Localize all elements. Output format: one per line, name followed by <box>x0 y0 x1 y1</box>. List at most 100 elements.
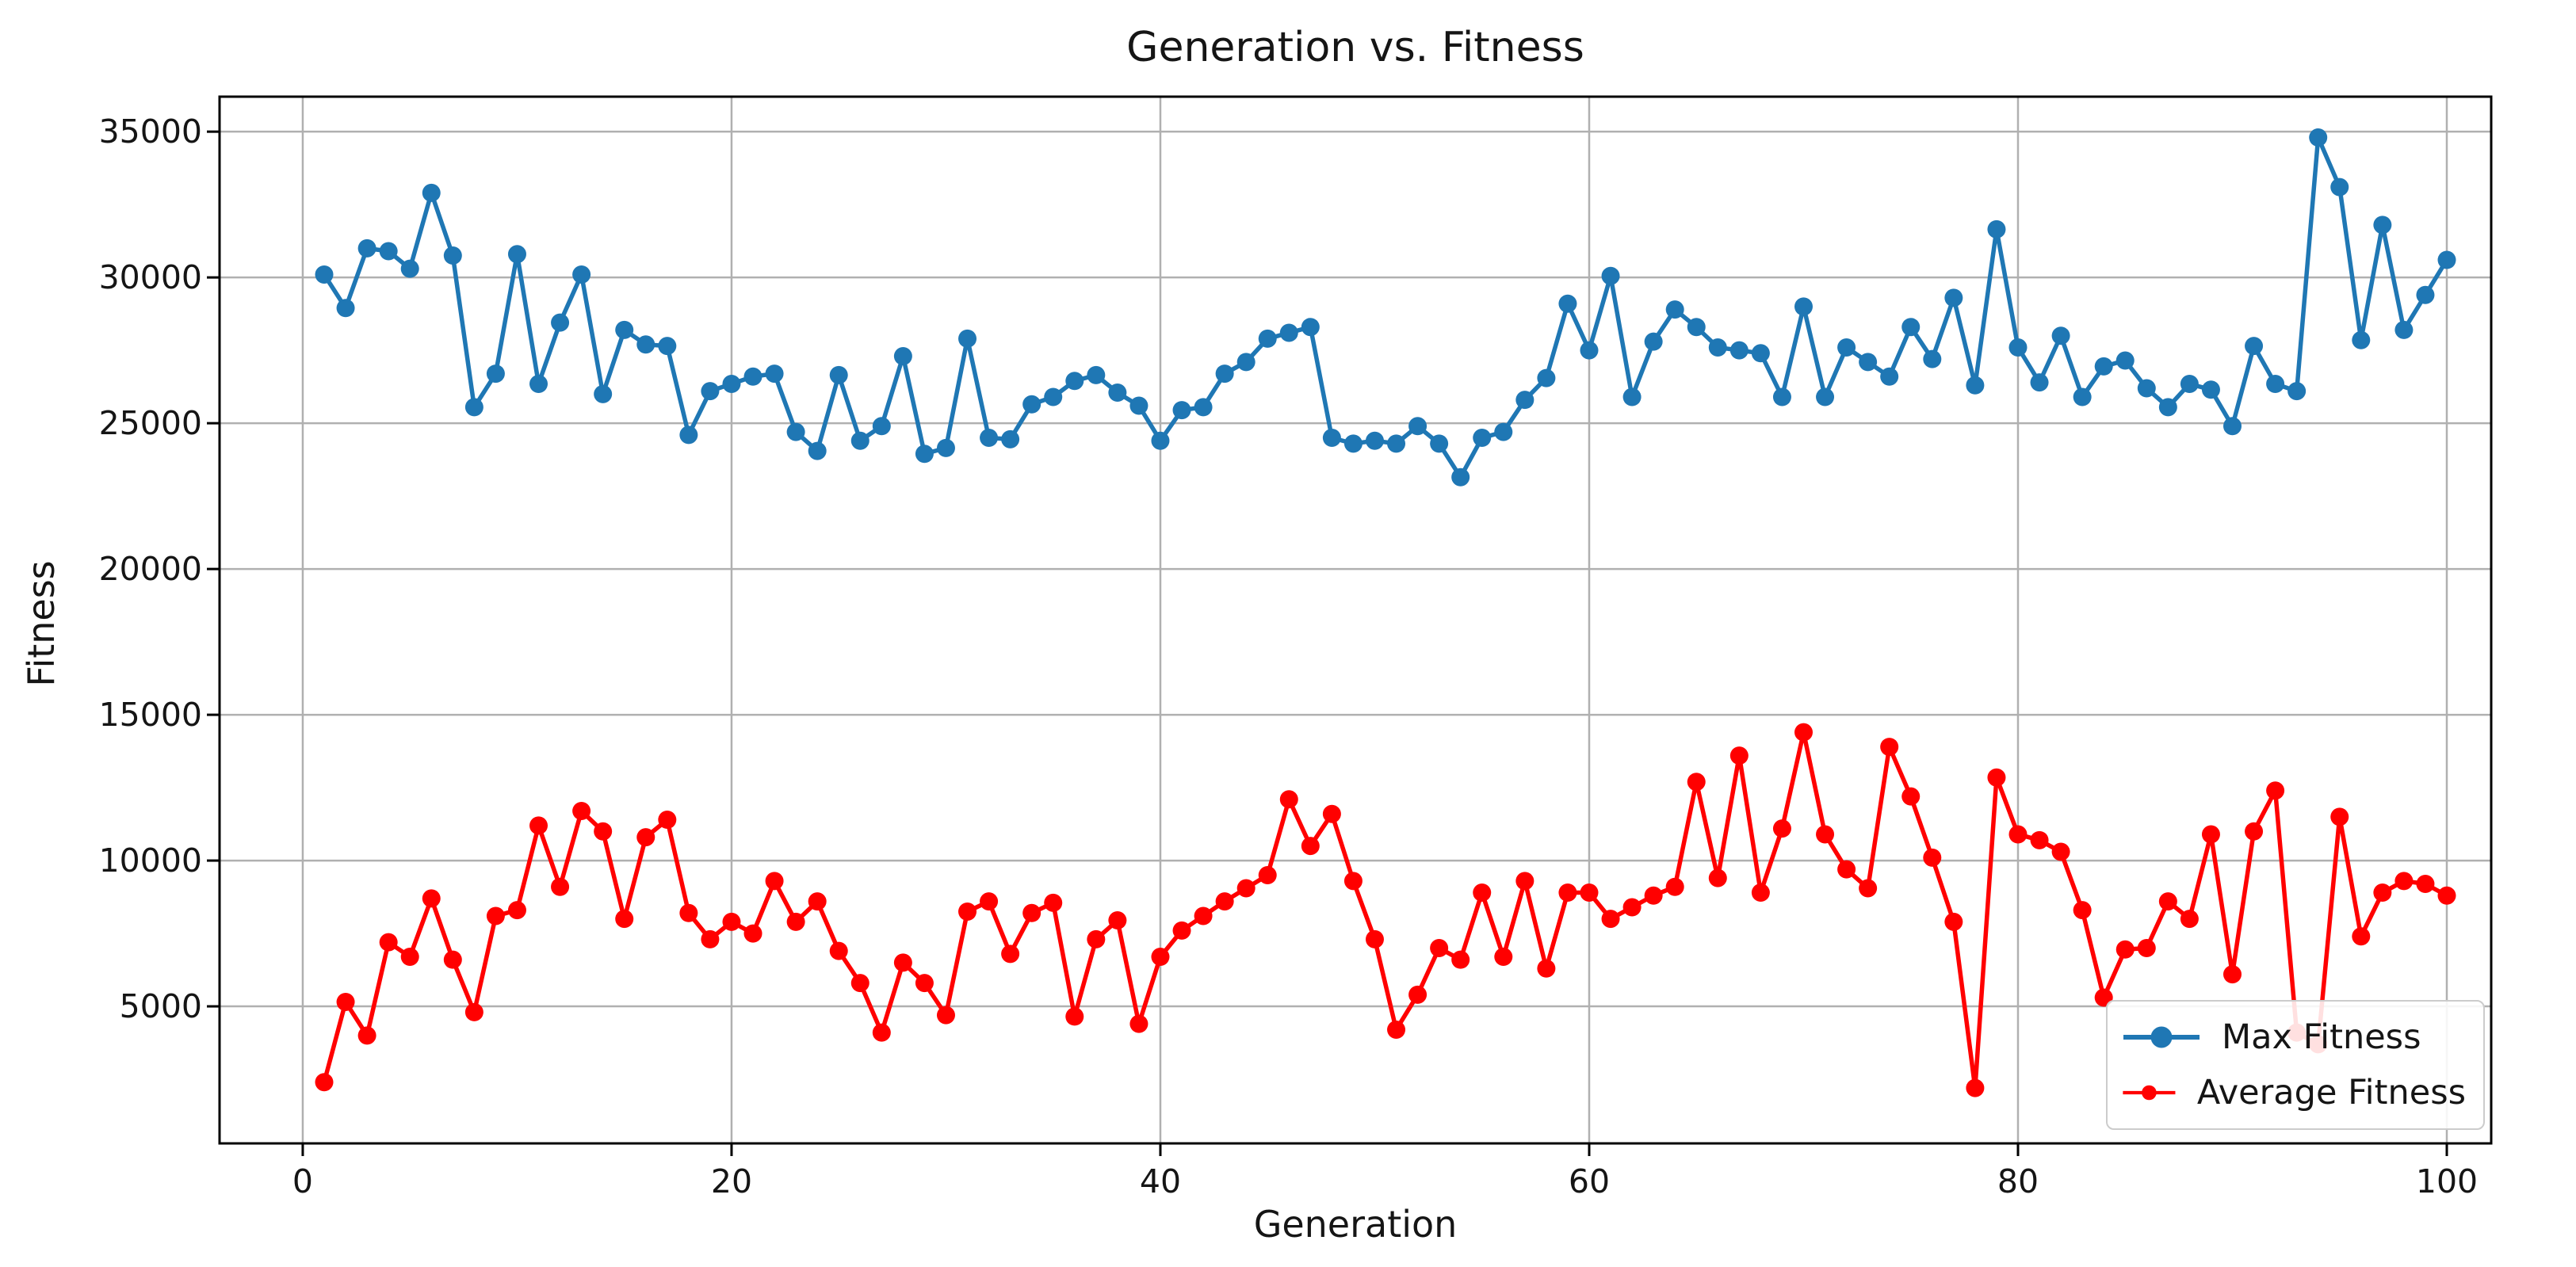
data-point-max-fitness <box>2330 177 2349 197</box>
data-point-average-fitness <box>594 822 613 841</box>
data-point-average-fitness <box>743 924 762 943</box>
x-tick-label: 60 <box>1569 1162 1610 1200</box>
data-point-max-fitness <box>357 239 376 258</box>
y-tick-label: 15000 <box>99 696 202 734</box>
data-point-max-fitness <box>2073 387 2092 406</box>
data-point-average-fitness <box>1537 959 1556 978</box>
data-point-max-fitness <box>893 346 912 365</box>
data-point-max-fitness <box>1923 349 1942 368</box>
data-point-max-fitness <box>1708 338 1727 357</box>
data-point-max-fitness <box>1065 372 1084 391</box>
data-point-max-fitness <box>464 398 483 417</box>
data-point-max-fitness <box>2180 374 2199 393</box>
data-point-average-fitness <box>679 903 698 922</box>
data-point-average-fitness <box>1258 865 1277 884</box>
data-point-max-fitness <box>1451 467 1470 487</box>
data-point-average-fitness <box>1966 1078 1985 1097</box>
x-tick-label: 40 <box>1140 1162 1181 1200</box>
data-point-max-fitness <box>980 429 999 448</box>
data-point-max-fitness <box>2416 285 2435 304</box>
data-point-max-fitness <box>2008 338 2028 357</box>
data-point-max-fitness <box>1687 318 1706 337</box>
y-axis-label: Fitness <box>20 560 63 687</box>
data-point-average-fitness <box>486 906 505 925</box>
data-point-average-fitness <box>615 910 634 929</box>
data-point-average-fitness <box>915 974 934 993</box>
data-point-max-fitness <box>2137 379 2156 398</box>
data-point-average-fitness <box>850 974 869 993</box>
y-tick-label: 20000 <box>99 550 202 588</box>
data-point-average-fitness <box>1794 723 1813 742</box>
data-point-average-fitness <box>2158 892 2177 911</box>
data-point-max-fitness <box>1558 294 1577 313</box>
data-point-max-fitness <box>2245 337 2264 356</box>
data-point-average-fitness <box>1473 883 1492 903</box>
data-point-max-fitness <box>1837 338 1856 357</box>
data-point-max-fitness <box>636 335 655 354</box>
data-point-average-fitness <box>400 948 419 967</box>
data-point-max-fitness <box>2394 320 2414 339</box>
data-point-max-fitness <box>829 365 848 384</box>
data-point-max-fitness <box>2051 326 2070 345</box>
legend-marker-average-fitness-icon <box>2123 1085 2176 1101</box>
data-point-max-fitness <box>1966 376 1985 395</box>
data-point-average-fitness <box>2437 886 2456 905</box>
data-point-average-fitness <box>1044 893 1063 912</box>
data-point-average-fitness <box>1408 985 1428 1004</box>
data-point-max-fitness <box>1601 266 1620 285</box>
data-point-max-fitness <box>958 329 977 348</box>
data-point-average-fitness <box>1837 860 1856 879</box>
data-point-average-fitness <box>1751 883 1770 903</box>
data-point-max-fitness <box>2287 382 2307 401</box>
data-point-max-fitness <box>1859 353 1878 372</box>
data-point-max-fitness <box>551 313 570 332</box>
y-tick-label: 35000 <box>99 113 202 151</box>
data-point-max-fitness <box>529 374 548 393</box>
data-point-average-fitness <box>2416 875 2435 894</box>
data-point-max-fitness <box>1515 391 1535 410</box>
data-point-max-fitness <box>1215 364 1234 384</box>
data-point-average-fitness <box>2266 781 2285 800</box>
data-point-average-fitness <box>2073 901 2092 920</box>
data-point-max-fitness <box>786 422 805 441</box>
data-point-average-fitness <box>701 929 720 948</box>
data-point-average-fitness <box>636 828 655 847</box>
data-point-max-fitness <box>2094 357 2113 376</box>
data-point-max-fitness <box>400 259 419 278</box>
data-point-average-fitness <box>1665 877 1684 896</box>
data-point-average-fitness <box>551 877 570 896</box>
data-point-average-fitness <box>2330 807 2349 826</box>
data-point-max-fitness <box>1279 323 1298 342</box>
data-point-average-fitness <box>1451 950 1470 969</box>
series-line-max-fitness <box>322 135 2449 479</box>
data-point-average-fitness <box>1172 921 1191 940</box>
data-point-average-fitness <box>1944 912 1963 931</box>
data-point-average-fitness <box>958 902 977 921</box>
data-point-max-fitness <box>1880 367 1899 386</box>
data-point-average-fitness <box>315 1073 334 1092</box>
data-point-max-fitness <box>1151 431 1170 450</box>
data-point-average-fitness <box>1859 879 1878 898</box>
data-point-average-fitness <box>1987 768 2006 787</box>
data-point-average-fitness <box>1151 948 1170 967</box>
data-point-max-fitness <box>1987 219 2006 239</box>
plot-frame <box>218 95 2493 1145</box>
data-point-max-fitness <box>1343 434 1363 453</box>
data-point-max-fitness <box>1772 387 1791 406</box>
x-tick-label: 80 <box>1997 1162 2039 1200</box>
data-point-max-fitness <box>850 431 869 450</box>
data-point-max-fitness <box>2309 128 2328 147</box>
data-point-max-fitness <box>1301 318 1320 337</box>
data-point-max-fitness <box>2115 351 2135 370</box>
data-point-max-fitness <box>679 426 698 445</box>
data-point-average-fitness <box>1580 883 1599 903</box>
data-point-average-fitness <box>1001 945 1020 964</box>
data-point-average-fitness <box>722 912 741 931</box>
data-point-max-fitness <box>743 367 762 386</box>
data-point-max-fitness <box>658 337 677 356</box>
data-point-max-fitness <box>1901 318 1921 337</box>
data-point-max-fitness <box>2201 380 2220 399</box>
data-point-average-fitness <box>1816 825 1835 844</box>
data-point-average-fitness <box>1279 790 1298 809</box>
